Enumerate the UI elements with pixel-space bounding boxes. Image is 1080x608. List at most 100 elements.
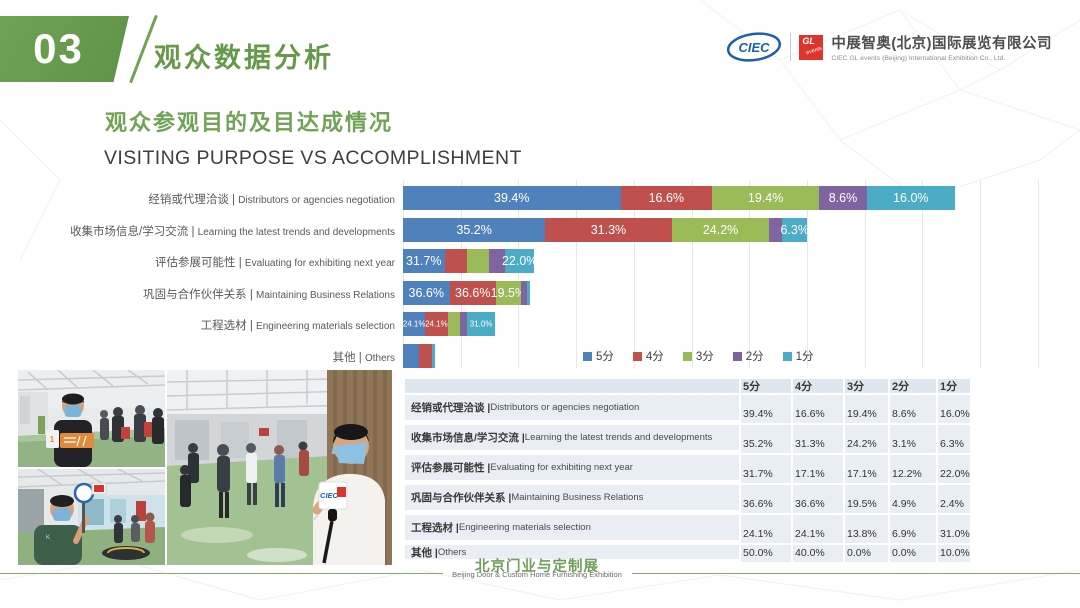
bar-segment-value: 39.4% — [494, 191, 530, 205]
bar-segment-value: 24.2% — [702, 222, 739, 237]
bar-segment-1分: 31.0% — [466, 312, 496, 337]
legend-swatch-icon — [583, 351, 592, 361]
bar-segment-4分: 31.3% — [545, 217, 672, 242]
chart-gridlines — [403, 180, 1039, 368]
table-value-cell: 19.5% — [845, 485, 888, 513]
gridline — [403, 180, 404, 368]
table-row-label: 其他 | Others — [405, 545, 739, 559]
chart-category-label-cn: 收集市场信息/学习交流 | — [70, 225, 198, 238]
bar-segment-4分: 36.6% — [449, 280, 496, 305]
bar-segment-1分 — [431, 344, 435, 368]
table-value-cell: 50.0% — [741, 545, 791, 562]
stacked-bar-chart: 经销或代理洽谈 | Distributors or agencies negot… — [0, 180, 1080, 370]
bar-segment-4分 — [419, 344, 432, 368]
bar-segment-value: 35.2% — [456, 222, 492, 237]
chart-category-label: 其他 | Others — [55, 348, 395, 366]
table-row-label-cn: 经销或代理洽谈 | — [411, 402, 491, 414]
gridline — [807, 180, 808, 368]
table-value-cell: 17.1% — [793, 455, 843, 483]
bar-segment-value: 24.1% — [425, 319, 448, 329]
results-table: 5分 4分 3分 2分 1分 经销或代理洽谈 | Distributors or agen… — [405, 379, 970, 562]
table-value-cell: 24.1% — [741, 515, 791, 543]
table-row-label-cn: 其他 | — [411, 546, 438, 559]
bar-segment-value: 31.3% — [590, 222, 627, 237]
interview-white-shirt-photo: CIEC — [167, 370, 392, 565]
logo-divider — [790, 33, 792, 61]
bar-segment-5分: 31.7% — [403, 249, 445, 274]
table-row-label-en: Learning the latest trends and developme… — [524, 432, 713, 443]
bar-segment-5分: 24.1% — [403, 312, 425, 337]
gridline — [1038, 180, 1039, 368]
stacked-bar: 39.4% 16.6% 19.4% 8.6% 16.0% — [403, 186, 955, 210]
section-number-badge: 03 — [0, 16, 129, 82]
table-row-label-cn: 工程选材 | — [411, 522, 459, 534]
gl-events-logo-icon: GL events — [799, 34, 824, 60]
interview-green-shirt-photo: K — [18, 469, 165, 565]
gridline — [576, 180, 577, 368]
bar-segment-value: 36.6% — [408, 285, 444, 300]
table-value-cell: 12.2% — [890, 455, 936, 483]
gridline — [518, 180, 519, 368]
table-row-label: 巩固与合作伙伴关系 | Maintaining Business Relatio… — [405, 485, 739, 510]
chart-category-label-en: Maintaining Business Relations — [256, 289, 395, 301]
chart-category-label: 巩固与合作伙伴关系 | Maintaining Business Relatio… — [55, 285, 395, 303]
table-row-label: 收集市场信息/学习交流 | Learning the latest trends… — [405, 425, 739, 450]
table-value-cell: 6.3% — [938, 425, 970, 453]
legend-item: 5分 — [583, 348, 614, 364]
table-corner-cell — [405, 379, 739, 393]
chart-category-label: 评估参展可能性 | Evaluating for exhibiting next… — [55, 253, 395, 271]
legend-label: 4分 — [645, 351, 664, 363]
bar-segment-value: 19.4% — [747, 191, 784, 205]
svg-text:1: 1 — [50, 435, 55, 444]
bar-segment-value: 31.0% — [469, 319, 493, 329]
bar-segment-2分 — [460, 312, 467, 337]
gridline — [922, 180, 923, 368]
section-title-en: VISITING PURPOSE VS ACCOMPLISHMENT — [104, 147, 522, 169]
legend-swatch-icon — [732, 351, 742, 361]
table-value-cell: 0.0% — [845, 545, 888, 562]
bar-segment-value: 16.0% — [893, 191, 929, 205]
footer-line-right — [632, 573, 1080, 574]
bar-segment-3分: 19.5% — [491, 280, 526, 305]
bar-segment-value: 19.5% — [490, 285, 527, 300]
table-column-header: 2分 — [890, 379, 936, 393]
table-value-cell: 13.8% — [845, 515, 888, 543]
legend-label: 1分 — [795, 351, 814, 363]
chart-category-label-cn: 巩固与合作伙伴关系 | — [143, 288, 257, 301]
chart-category-label: 工程选材 | Engineering materials selection — [55, 316, 395, 334]
legend-item: 2分 — [732, 348, 764, 364]
table-row-label: 工程选材 | Engineering materials selection — [405, 515, 739, 540]
table-value-cell: 31.3% — [793, 425, 843, 453]
legend-item: 4分 — [632, 348, 664, 364]
table-value-cell: 4.9% — [890, 485, 936, 513]
svg-text:CIEC: CIEC — [320, 491, 339, 500]
table-row-label-en: Engineering materials selection — [458, 522, 591, 533]
table-value-cell: 8.6% — [890, 395, 936, 423]
table-value-cell: 2.4% — [938, 485, 970, 513]
gridline — [980, 180, 981, 368]
chart-category-label-en: Evaluating for exhibiting next year — [244, 258, 395, 270]
footer-exhibition-name-en: Beijing Door & Custom Home Furnishing Ex… — [452, 570, 622, 579]
chart-category-label: 经销或代理洽谈 | Distributors or agencies negot… — [55, 190, 395, 208]
legend-label: 5分 — [596, 351, 614, 363]
bar-segment-value: 31.7% — [406, 254, 442, 269]
table-row-label-en: Maintaining Business Relations — [511, 492, 644, 503]
legend-label: 2分 — [745, 351, 764, 363]
table-value-cell: 24.2% — [845, 425, 888, 453]
table-row-label-cn: 巩固与合作伙伴关系 | — [411, 492, 512, 504]
ciec-logo-icon: CIEC — [727, 32, 782, 62]
chart-category-label-cn: 经销或代理洽谈 | — [148, 194, 239, 206]
stacked-bar — [403, 344, 435, 368]
table-row-label-en: Distributors or agencies negotiation — [490, 402, 640, 413]
bar-segment-4分: 16.6% — [620, 186, 713, 210]
legend-item: 3分 — [682, 348, 714, 364]
bar-segment-1分: 16.0% — [866, 186, 955, 210]
chart-category-label-en: Others — [364, 353, 395, 364]
table-value-cell: 3.1% — [890, 425, 936, 453]
table-value-cell: 35.2% — [741, 425, 791, 453]
table-column-header: 5分 — [741, 379, 791, 393]
bar-segment-value: 6.3% — [780, 222, 809, 237]
table-value-cell: 36.6% — [793, 485, 843, 513]
table-column-header: 3分 — [845, 379, 888, 393]
